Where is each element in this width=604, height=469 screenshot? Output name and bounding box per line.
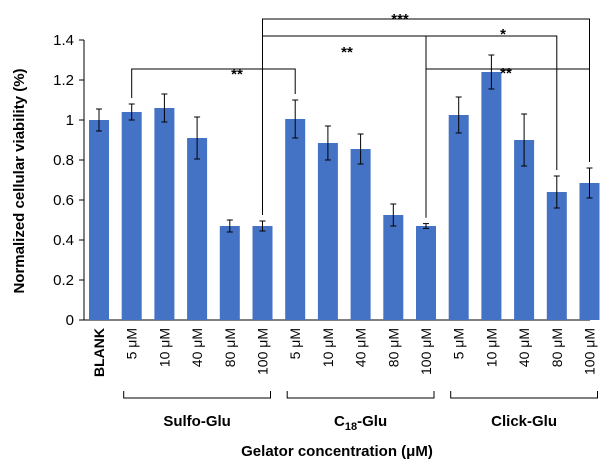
x-category-label: 80 μM bbox=[385, 328, 401, 367]
bar bbox=[546, 192, 567, 320]
bar bbox=[579, 183, 600, 320]
y-tick-label: 1.4 bbox=[53, 32, 74, 49]
x-category-label: 10 μM bbox=[483, 328, 499, 367]
x-category-label: 80 μM bbox=[549, 328, 565, 367]
x-category-label: 100 μM bbox=[255, 328, 271, 375]
x-category-label: 40 μM bbox=[353, 328, 369, 367]
bar bbox=[89, 120, 109, 320]
error-bars bbox=[96, 54, 593, 233]
y-tick-label: 0 bbox=[66, 312, 74, 329]
x-category-label: 5 μM bbox=[124, 328, 140, 359]
group-label: Sulfo-Glu bbox=[163, 413, 231, 430]
bar bbox=[252, 226, 273, 320]
x-category-label: 10 μM bbox=[156, 328, 172, 367]
x-category-label: 5 μM bbox=[287, 328, 303, 359]
significance-label: ** bbox=[500, 65, 512, 82]
y-axis-title: Normalized cellular viability (%) bbox=[11, 68, 28, 293]
significance-brackets: ********** bbox=[131, 11, 590, 218]
group-brackets: Sulfo-Glu C18-Glu Click-Glu bbox=[123, 391, 598, 433]
y-tick-label: 0.4 bbox=[53, 232, 74, 249]
bar bbox=[416, 226, 436, 320]
group-bracket bbox=[450, 391, 598, 399]
x-category-label: 80 μM bbox=[222, 328, 238, 367]
y-tick-label: 0.2 bbox=[53, 272, 74, 289]
group-bracket bbox=[286, 391, 435, 399]
bar bbox=[187, 138, 208, 320]
bar bbox=[219, 226, 240, 320]
x-category-label: 10 μM bbox=[320, 328, 336, 367]
significance-bracket bbox=[425, 68, 590, 218]
y-tick-label: 1 bbox=[66, 112, 74, 129]
significance-label: * bbox=[500, 26, 506, 43]
y-tick-label: 0.8 bbox=[53, 152, 74, 169]
x-category-label: 100 μM bbox=[582, 328, 598, 375]
y-tick-label: 0.6 bbox=[53, 192, 74, 209]
significance-bracket bbox=[131, 68, 296, 98]
group-label: Click-Glu bbox=[491, 413, 557, 430]
group-label: C18-Glu bbox=[334, 413, 387, 433]
group-bracket bbox=[123, 391, 271, 399]
x-axis-categories: BLANK 5 μM 10 μM 40 μM 80 μM 100 μM 5 μM 10 μM 4… bbox=[91, 328, 598, 377]
y-tick-label: 1.2 bbox=[53, 72, 74, 89]
significance-label: ** bbox=[341, 44, 353, 61]
significance-label: ** bbox=[231, 66, 243, 83]
bar bbox=[154, 108, 175, 320]
x-category-label: BLANK bbox=[91, 328, 107, 377]
x-category-label: 5 μM bbox=[451, 328, 467, 359]
bars bbox=[89, 72, 600, 320]
x-axis-title: Gelator concentration (μM) bbox=[241, 443, 433, 460]
x-category-label: 40 μM bbox=[189, 328, 205, 367]
significance-label: *** bbox=[391, 11, 409, 28]
y-axis: 0 0.2 0.4 0.6 0.8 1 1.2 1.4 bbox=[53, 32, 590, 329]
x-category-label: 40 μM bbox=[516, 328, 532, 367]
x-category-label: 100 μM bbox=[418, 328, 434, 375]
bar bbox=[121, 112, 142, 320]
bar bbox=[481, 72, 502, 320]
bar bbox=[383, 215, 404, 320]
bar bbox=[317, 143, 338, 320]
bar bbox=[514, 140, 535, 320]
bar bbox=[448, 115, 469, 320]
bar bbox=[285, 119, 306, 320]
bar bbox=[350, 149, 371, 320]
